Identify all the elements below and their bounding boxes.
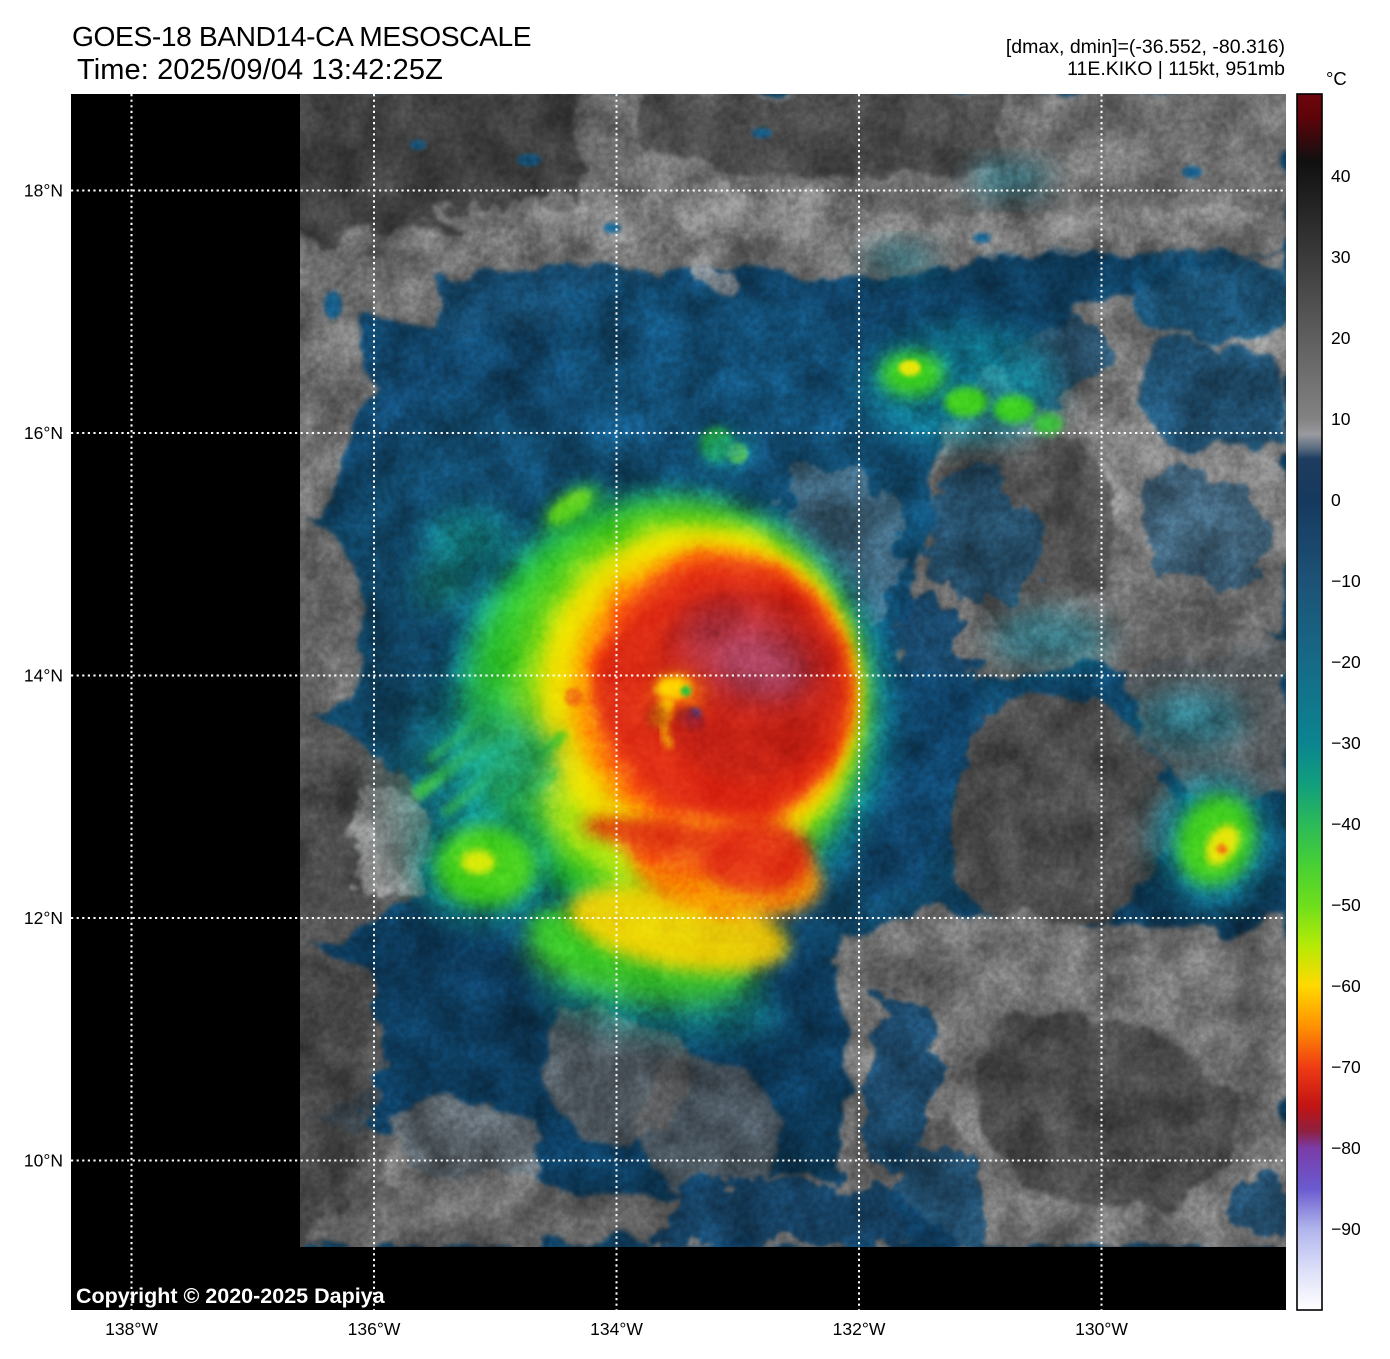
svg-text:−80: −80 — [1331, 1138, 1361, 1158]
svg-text:−20: −20 — [1331, 652, 1361, 672]
svg-text:−30: −30 — [1331, 733, 1361, 753]
svg-text:−70: −70 — [1331, 1057, 1361, 1077]
svg-text:136°W: 136°W — [348, 1319, 401, 1339]
svg-text:138°W: 138°W — [105, 1319, 158, 1339]
svg-text:−50: −50 — [1331, 895, 1361, 915]
svg-text:0: 0 — [1331, 490, 1341, 510]
svg-text:134°W: 134°W — [590, 1319, 643, 1339]
svg-text:40: 40 — [1331, 166, 1351, 186]
svg-text:10: 10 — [1331, 409, 1351, 429]
svg-text:16°N: 16°N — [24, 423, 63, 443]
svg-text:11E.KIKO | 115kt, 951mb: 11E.KIKO | 115kt, 951mb — [1067, 58, 1285, 80]
svg-text:18°N: 18°N — [24, 181, 63, 201]
svg-text:20: 20 — [1331, 328, 1351, 348]
svg-text:[dmax, dmin]=(-36.552, -80.316: [dmax, dmin]=(-36.552, -80.316) — [1006, 36, 1285, 58]
svg-text:−40: −40 — [1331, 814, 1361, 834]
svg-text:Copyright © 2020-2025 Dapiya: Copyright © 2020-2025 Dapiya — [76, 1284, 386, 1308]
svg-text:14°N: 14°N — [24, 666, 63, 686]
svg-text:°C: °C — [1326, 68, 1347, 89]
svg-text:132°W: 132°W — [833, 1319, 886, 1339]
svg-text:10°N: 10°N — [24, 1151, 63, 1171]
svg-text:12°N: 12°N — [24, 908, 63, 928]
svg-text:30: 30 — [1331, 247, 1351, 267]
svg-text:−60: −60 — [1331, 976, 1361, 996]
svg-text:Time: 2025/09/04 13:42:25Z: Time: 2025/09/04 13:42:25Z — [77, 54, 443, 86]
svg-text:GOES-18 BAND14-CA MESOSCALE: GOES-18 BAND14-CA MESOSCALE — [72, 20, 531, 52]
svg-text:−90: −90 — [1331, 1219, 1361, 1239]
svg-text:−10: −10 — [1331, 571, 1361, 591]
svg-text:130°W: 130°W — [1075, 1319, 1128, 1339]
